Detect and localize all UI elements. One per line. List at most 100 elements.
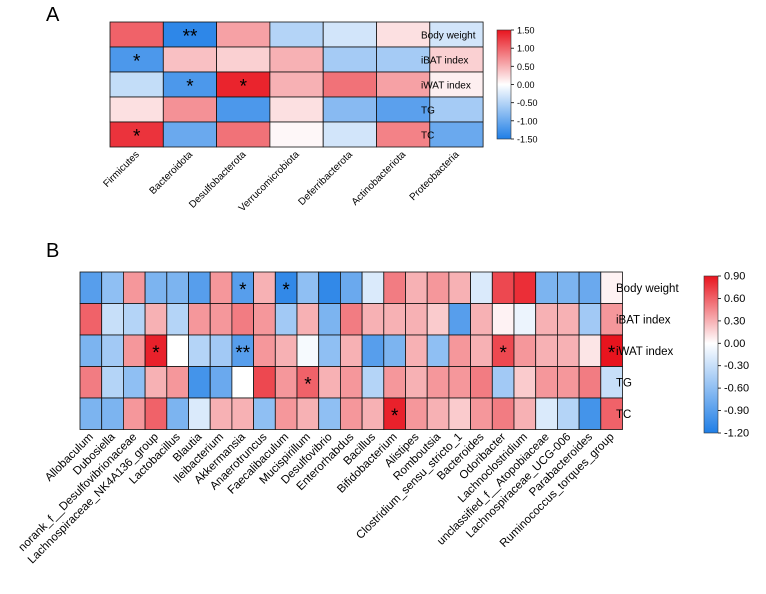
heatmap-cell bbox=[535, 366, 558, 399]
heatmap-cell bbox=[361, 303, 385, 336]
row-label: Body weight bbox=[616, 283, 679, 295]
heatmap-cell bbox=[470, 334, 493, 367]
heatmap-cell bbox=[470, 303, 493, 336]
significance-marker: * bbox=[239, 280, 247, 301]
significance-marker: * bbox=[133, 52, 141, 73]
heatmap-cell bbox=[513, 271, 537, 304]
colorbar-tick-label: 0.00 bbox=[724, 338, 745, 350]
heatmap-cell bbox=[339, 366, 363, 399]
heatmap-cell bbox=[166, 366, 189, 399]
row-label: TG bbox=[421, 106, 435, 117]
heatmap-cell bbox=[144, 397, 168, 430]
heatmap-cell bbox=[448, 303, 471, 336]
colorbar-tick-label: 0.50 bbox=[517, 62, 535, 72]
heatmap-cell bbox=[188, 397, 211, 430]
heatmap-cell bbox=[557, 366, 580, 399]
heatmap-cell bbox=[296, 397, 320, 430]
heatmap-cell bbox=[209, 303, 233, 336]
heatmap-cell bbox=[383, 366, 406, 399]
heatmap-cell bbox=[429, 121, 484, 148]
significance-marker: * bbox=[499, 343, 507, 364]
heatmap-cell bbox=[491, 271, 515, 304]
significance-marker: ** bbox=[235, 343, 250, 364]
heatmap-cell bbox=[322, 121, 377, 148]
significance-marker: * bbox=[152, 343, 160, 364]
heatmap-cell bbox=[231, 397, 254, 430]
heatmap-cell bbox=[123, 334, 146, 367]
column-label: Bacteroidota bbox=[148, 149, 196, 197]
colorbar-tick-label: 1.00 bbox=[517, 44, 535, 54]
heatmap-cell bbox=[162, 46, 218, 73]
heatmap-cell bbox=[339, 303, 363, 336]
heatmap-cell bbox=[144, 303, 168, 336]
heatmap-cell bbox=[79, 366, 103, 399]
heatmap-cell bbox=[361, 334, 385, 367]
heatmap-cell bbox=[426, 334, 450, 367]
heatmap-cell bbox=[426, 397, 450, 430]
heatmap-cell bbox=[339, 334, 363, 367]
heatmap-cell bbox=[383, 334, 406, 367]
heatmap-cell bbox=[216, 21, 271, 48]
colorbar bbox=[703, 275, 719, 434]
colorbar-tick-label: -0.60 bbox=[724, 383, 749, 395]
heatmap-cell bbox=[361, 397, 385, 430]
heatmap-cell bbox=[491, 303, 515, 336]
heatmap-cell bbox=[253, 271, 276, 304]
heatmap-cell bbox=[376, 71, 431, 98]
row-label: TC bbox=[421, 131, 434, 142]
heatmap-cell bbox=[578, 397, 602, 430]
significance-marker: * bbox=[133, 127, 141, 148]
heatmap-cell bbox=[209, 334, 233, 367]
heatmap-cell bbox=[578, 366, 602, 399]
colorbar bbox=[496, 29, 512, 140]
heatmap-cell bbox=[513, 334, 537, 367]
heatmap-cell bbox=[448, 366, 471, 399]
heatmap-cell bbox=[274, 334, 298, 367]
significance-marker: * bbox=[282, 280, 290, 301]
heatmap-cell bbox=[361, 366, 385, 399]
heatmap-cell bbox=[318, 334, 341, 367]
heatmap-cell bbox=[578, 334, 602, 367]
column-label: Desulfobacterota bbox=[187, 149, 249, 211]
heatmap-cell bbox=[383, 271, 406, 304]
heatmap-cell bbox=[535, 397, 558, 430]
heatmap-cell bbox=[166, 397, 189, 430]
heatmap-cell bbox=[426, 271, 450, 304]
heatmap-cell bbox=[79, 397, 103, 430]
heatmap-cell bbox=[123, 303, 146, 336]
heatmap-cell bbox=[274, 397, 298, 430]
panel-b-label: B bbox=[46, 240, 60, 262]
heatmap-cell bbox=[322, 46, 377, 73]
row-label: iBAT index bbox=[616, 314, 671, 326]
row-label: TG bbox=[616, 377, 632, 389]
heatmap-cell bbox=[101, 397, 124, 430]
heatmap-cell bbox=[79, 334, 103, 367]
colorbar-tick-label: 0.60 bbox=[724, 293, 745, 305]
heatmap-cell bbox=[535, 303, 558, 336]
heatmap-cell bbox=[513, 303, 537, 336]
heatmap-cell bbox=[253, 366, 276, 399]
heatmap-cell bbox=[231, 366, 254, 399]
heatmap-cell bbox=[557, 397, 580, 430]
heatmap-cell bbox=[123, 271, 146, 304]
heatmap-cell bbox=[144, 271, 168, 304]
heatmap-cell bbox=[426, 366, 450, 399]
colorbar-tick-label: -1.00 bbox=[517, 116, 538, 126]
heatmap-cell bbox=[162, 121, 218, 148]
heatmap-cell bbox=[429, 71, 484, 98]
heatmap-cell bbox=[535, 334, 558, 367]
heatmap-cell bbox=[361, 271, 385, 304]
heatmap-cell bbox=[109, 21, 164, 48]
heatmap-cell bbox=[101, 303, 124, 336]
heatmap-cell bbox=[166, 303, 189, 336]
heatmap-cell bbox=[109, 96, 164, 123]
heatmap-cell bbox=[383, 303, 406, 336]
heatmap-cell bbox=[429, 46, 484, 73]
heatmap-cell bbox=[216, 96, 271, 123]
heatmap-cell bbox=[513, 397, 537, 430]
panel-a-label: A bbox=[46, 4, 60, 26]
heatmap-cell bbox=[405, 271, 428, 304]
heatmap-cell bbox=[188, 303, 211, 336]
significance-marker: * bbox=[608, 343, 616, 364]
heatmap-cell bbox=[296, 303, 320, 336]
